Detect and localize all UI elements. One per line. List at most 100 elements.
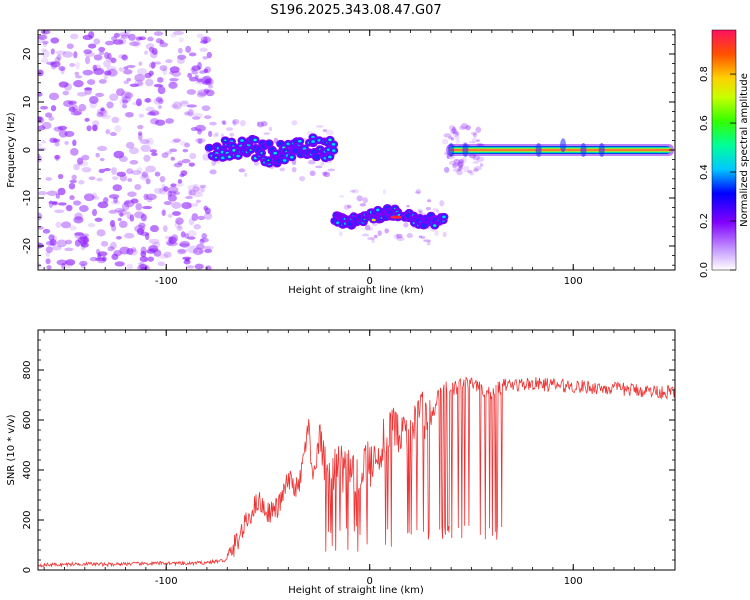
spectrogram-steady-knot	[462, 143, 469, 157]
spectrogram-noise-blob	[49, 238, 57, 247]
spectrogram-noise-blob	[111, 36, 117, 42]
spectrogram-noise-blob	[200, 40, 208, 44]
spectrogram-noise-blob	[50, 48, 55, 55]
spectrogram-haze-blob	[373, 234, 378, 239]
spectrogram-noise-blob	[157, 261, 165, 266]
spectrogram-noise-blob	[177, 222, 183, 230]
spectrogram-haze-blob	[458, 159, 465, 164]
spectrogram-noise-blob	[109, 220, 116, 228]
spectrogram-noise-blob	[95, 152, 100, 158]
spectrogram-noise-blob	[55, 221, 62, 228]
spectrogram-noise-blob	[206, 51, 212, 59]
colorbar-tick-label: 0.0	[699, 262, 710, 278]
spectrogram-noise-blob	[55, 50, 67, 55]
spectrogram-noise-blob	[169, 148, 178, 153]
spectrogram-noise-blob	[48, 200, 58, 205]
spectrogram-haze-blob	[291, 120, 298, 126]
spectrogram-haze-blob	[460, 158, 464, 164]
spectrogram-noise-blob	[151, 47, 158, 55]
spectrogram-noise-blob	[149, 50, 158, 59]
spectrogram-noise-blob	[57, 173, 64, 180]
spectrogram-noise-blob	[79, 260, 88, 267]
spectrogram-noise-blob	[193, 247, 204, 256]
spectrogram-noise-blob	[73, 51, 78, 59]
spectrogram-noise-blob	[62, 90, 70, 96]
x-tick-label: 100	[564, 276, 583, 287]
spectrogram-noise-blob	[91, 196, 100, 201]
spectrogram-noise-blob	[162, 225, 168, 233]
spectrogram-noise-blob	[164, 151, 173, 155]
spectrogram-haze-blob	[434, 230, 439, 236]
spectrogram-noise-blob	[103, 60, 111, 68]
spectrogram-noise-blob	[208, 130, 213, 138]
spectrogram-noise-blob	[138, 262, 145, 266]
spectrogram-noise-blob	[69, 225, 77, 231]
spectrogram-haze-blob	[393, 233, 400, 240]
spectrogram-noise-blob	[118, 220, 128, 228]
spectrogram-noise-blob	[55, 154, 60, 161]
spectrogram-noise-blob	[50, 61, 61, 68]
spectrogram-noise-blob	[46, 265, 52, 270]
spectrogram-noise-blob	[129, 160, 139, 165]
spectrogram-noise-blob	[73, 216, 84, 224]
spectrogram-noise-blob	[191, 70, 199, 75]
colorbar-tick-label: 0.2	[699, 213, 710, 229]
spectrogram-noise-blob	[94, 217, 103, 222]
spectrogram-haze-blob	[315, 125, 324, 128]
spectrogram-noise-blob	[83, 193, 95, 202]
spectrogram-haze-blob	[457, 161, 465, 167]
spectrogram-noise-blob	[184, 257, 190, 262]
spectrogram-noise-blob	[40, 57, 49, 63]
spectrogram-haze-blob	[473, 168, 479, 172]
y-tick-label: -20	[22, 238, 33, 254]
spectrogram-noise-blob	[76, 157, 84, 165]
spectrogram-haze-blob	[364, 224, 371, 231]
spectrogram-noise-blob	[72, 139, 77, 147]
spectrogram-noise-blob	[104, 70, 112, 76]
spectrogram-noise-blob	[140, 144, 151, 153]
spectrogram-haze-blob	[467, 169, 473, 174]
spectrogram-haze-blob	[443, 133, 452, 138]
spectrogram-haze-blob	[417, 208, 421, 215]
spectrogram-noise-blob	[177, 248, 188, 253]
spectrogram-noise-blob	[149, 149, 158, 153]
spectrogram-noise-blob	[43, 41, 48, 47]
y-tick-label: 20	[22, 48, 33, 61]
spectrogram-noise-blob	[158, 253, 169, 259]
spectrogram-noise-blob	[208, 84, 214, 89]
spectrogram-noise-blob	[169, 66, 180, 73]
spectrogram-noise-blob	[77, 160, 89, 167]
spectrogram-noise-blob	[45, 112, 53, 118]
spectrogram-signal-blob	[220, 156, 225, 160]
spectrogram-signal-blob	[254, 139, 257, 141]
spectrogram-haze-blob	[221, 120, 226, 125]
spectrogram-haze-blob	[472, 155, 480, 161]
spectrogram-haze-blob	[462, 165, 470, 173]
spectrogram-noise-blob	[147, 36, 154, 42]
spectrogram-noise-blob	[183, 110, 194, 116]
spectrogram-noise-blob	[50, 37, 60, 44]
snr-frame	[37, 329, 676, 571]
spectrogram-noise-blob	[74, 232, 85, 240]
spectrogram-noise-blob	[100, 240, 109, 247]
spectrogram-noise-blob	[99, 109, 108, 117]
spectrogram-noise-blob	[122, 99, 129, 104]
spectrogram-noise-blob	[158, 187, 168, 195]
spectrogram-x-axis-title: Height of straight line (km)	[288, 285, 424, 296]
spectrogram-noise-blob	[166, 241, 178, 247]
spectrogram-haze-blob	[453, 158, 461, 165]
spectrogram-noise-blob	[104, 52, 109, 60]
spectrogram-noise-blob	[121, 95, 128, 102]
spectrogram-noise-blob	[55, 193, 61, 199]
spectrogram-noise-blob	[136, 68, 148, 75]
spectrogram-haze-blob	[229, 132, 235, 137]
spectrogram-noise-blob	[113, 150, 125, 159]
spectrogram-haze-blob	[423, 239, 431, 243]
spectrogram-noise-blob	[109, 209, 116, 214]
spectrogram-noise-blob	[98, 168, 105, 174]
spectrogram-steady-knot	[448, 143, 455, 157]
spectrogram-noise-blob	[38, 92, 43, 97]
spectrogram-noise-blob	[56, 54, 62, 61]
spectrogram-noise-blob	[187, 72, 193, 78]
spectrogram-haze-blob	[475, 139, 480, 142]
